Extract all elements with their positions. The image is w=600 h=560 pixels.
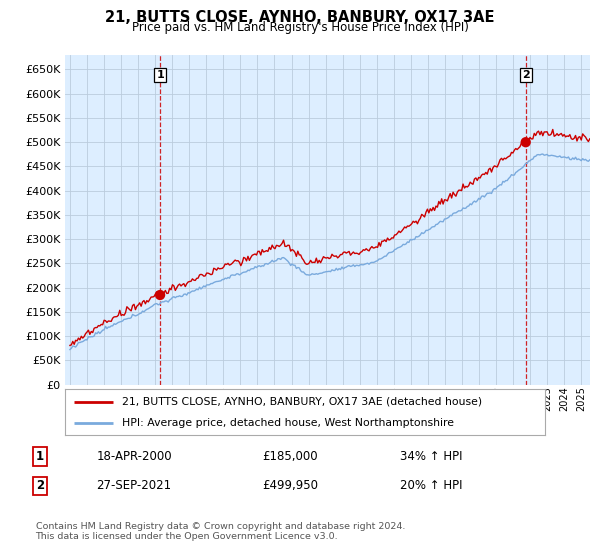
Text: 21, BUTTS CLOSE, AYNHO, BANBURY, OX17 3AE (detached house): 21, BUTTS CLOSE, AYNHO, BANBURY, OX17 3A… [122, 396, 482, 407]
Text: 2: 2 [522, 71, 530, 81]
Point [155, 291, 165, 300]
Point [521, 138, 530, 147]
Text: £185,000: £185,000 [262, 450, 317, 463]
Text: 20% ↑ HPI: 20% ↑ HPI [400, 479, 463, 492]
Text: 2: 2 [36, 479, 44, 492]
Text: 21, BUTTS CLOSE, AYNHO, BANBURY, OX17 3AE: 21, BUTTS CLOSE, AYNHO, BANBURY, OX17 3A… [105, 10, 495, 25]
Text: 1: 1 [156, 71, 164, 81]
Text: 18-APR-2000: 18-APR-2000 [96, 450, 172, 463]
Text: 1: 1 [36, 450, 44, 463]
Text: 34% ↑ HPI: 34% ↑ HPI [400, 450, 463, 463]
Text: HPI: Average price, detached house, West Northamptonshire: HPI: Average price, detached house, West… [122, 418, 454, 428]
Text: £499,950: £499,950 [262, 479, 318, 492]
Text: 27-SEP-2021: 27-SEP-2021 [96, 479, 172, 492]
Text: Price paid vs. HM Land Registry's House Price Index (HPI): Price paid vs. HM Land Registry's House … [131, 21, 469, 34]
Text: Contains HM Land Registry data © Crown copyright and database right 2024.
This d: Contains HM Land Registry data © Crown c… [35, 522, 405, 542]
